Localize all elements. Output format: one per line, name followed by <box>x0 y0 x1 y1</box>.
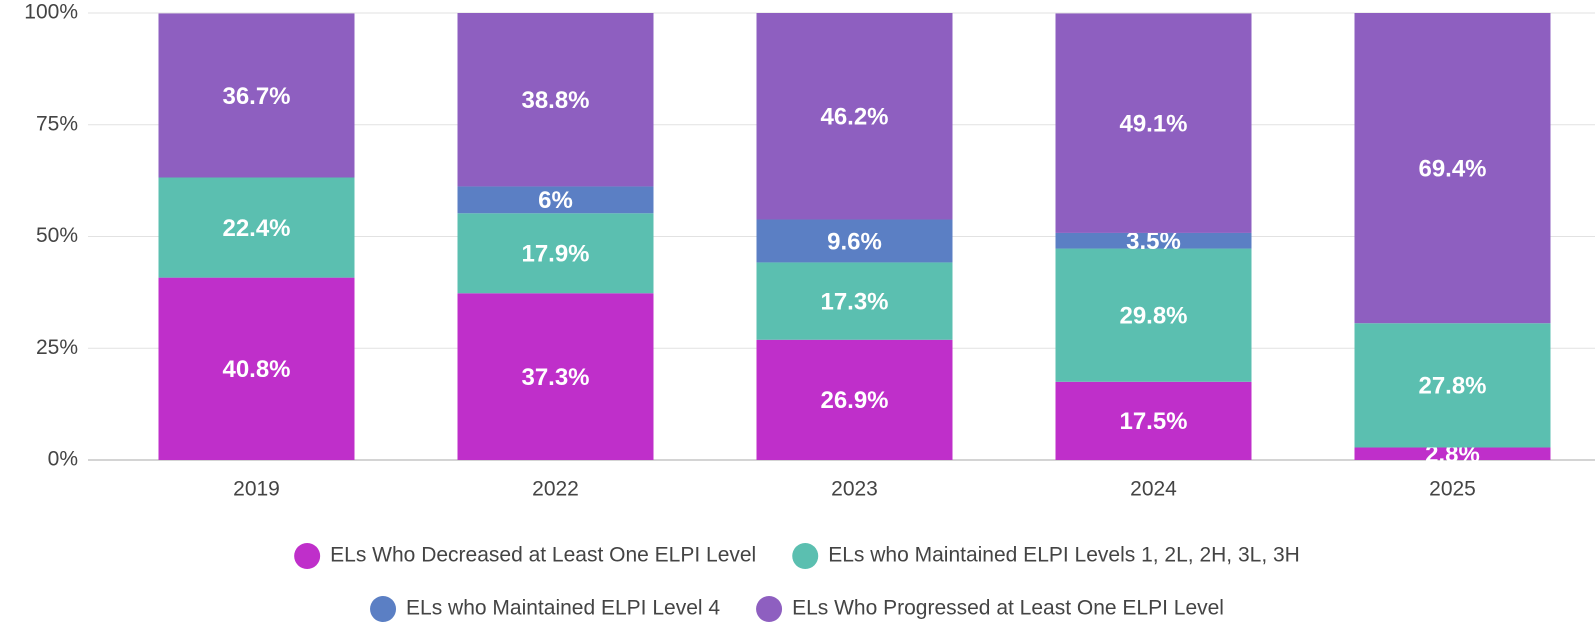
legend-label: ELs who Maintained ELPI Levels 1, 2L, 2H… <box>828 544 1300 567</box>
y-tick-label: 25% <box>36 336 78 359</box>
bar-segment <box>1055 13 1252 233</box>
data-label: 27.8% <box>1418 373 1486 400</box>
data-label: 17.3% <box>820 288 888 315</box>
data-label: 36.7% <box>222 83 290 110</box>
x-tick-label: 2019 <box>233 478 280 501</box>
data-label: 37.3% <box>521 364 589 391</box>
bar-segment <box>1354 323 1551 448</box>
legend-label: ELs who Maintained ELPI Level 4 <box>406 597 720 620</box>
data-label: 17.5% <box>1119 408 1187 435</box>
bar-segment <box>1055 381 1252 460</box>
bar-segment <box>1354 13 1551 324</box>
bar-segment <box>457 293 654 460</box>
bar-segment <box>1055 248 1252 382</box>
data-label: 22.4% <box>222 215 290 242</box>
bar-segment <box>158 13 355 178</box>
bar-segment <box>457 213 654 294</box>
legend-swatch <box>756 596 783 622</box>
legend-label: ELs Who Progressed at Least One ELPI Lev… <box>792 597 1224 620</box>
data-label: 6% <box>538 187 573 214</box>
bar-segment <box>1055 232 1252 249</box>
bar-segment <box>756 219 953 263</box>
y-tick-label: 50% <box>36 224 78 247</box>
x-tick-label: 2022 <box>532 478 579 501</box>
x-tick-label: 2024 <box>1130 478 1177 501</box>
bar-segment <box>457 13 654 187</box>
data-label: 69.4% <box>1418 155 1486 182</box>
legend-label: ELs Who Decreased at Least One ELPI Leve… <box>330 544 756 567</box>
bar-segment <box>158 177 355 278</box>
data-label: 38.8% <box>521 87 589 114</box>
legend-swatch <box>294 543 321 569</box>
bar-segment <box>756 262 953 340</box>
data-label: 17.9% <box>521 241 589 268</box>
data-label: 40.8% <box>222 356 290 383</box>
legend-swatch <box>792 543 819 569</box>
data-label: 46.2% <box>820 104 888 131</box>
y-tick-label: 75% <box>36 112 78 135</box>
bar-segment <box>1354 447 1551 460</box>
x-tick-label: 2023 <box>831 478 878 501</box>
data-label: 26.9% <box>820 387 888 414</box>
data-label: 49.1% <box>1119 111 1187 138</box>
bar-segment <box>756 339 953 460</box>
data-label: 9.6% <box>827 228 882 255</box>
data-label: 29.8% <box>1119 303 1187 330</box>
bar-segment <box>158 277 355 460</box>
legend-swatch <box>370 596 397 622</box>
y-tick-label: 100% <box>24 1 78 24</box>
y-tick-label: 0% <box>48 448 78 471</box>
bar-segment <box>756 13 953 220</box>
bar-segment <box>457 186 654 214</box>
x-tick-label: 2025 <box>1429 478 1476 501</box>
